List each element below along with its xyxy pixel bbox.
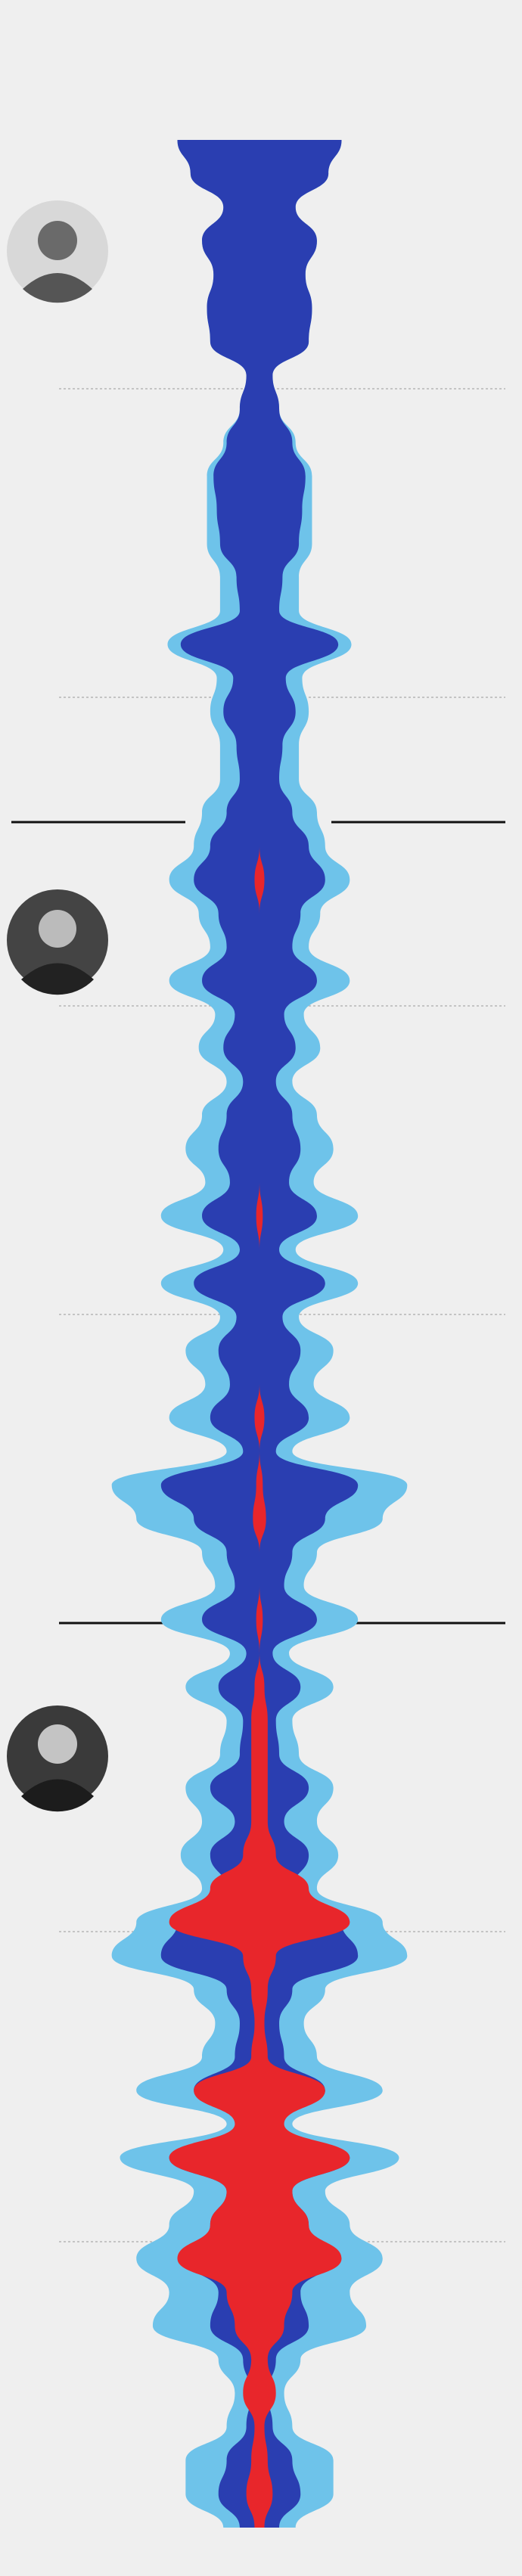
portraits [7, 200, 108, 1812]
portrait [7, 1705, 108, 1812]
stream-area [259, 140, 350, 2528]
portrait [7, 200, 108, 303]
stream [111, 140, 408, 2528]
stream-area [169, 140, 259, 2528]
portrait [7, 889, 108, 995]
